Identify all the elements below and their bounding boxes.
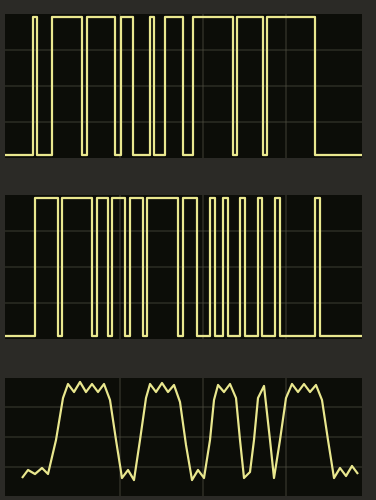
panel-top [5, 14, 362, 158]
oscilloscope-photo [0, 0, 376, 500]
panel-bottom [5, 378, 362, 496]
panel-middle [5, 195, 362, 339]
